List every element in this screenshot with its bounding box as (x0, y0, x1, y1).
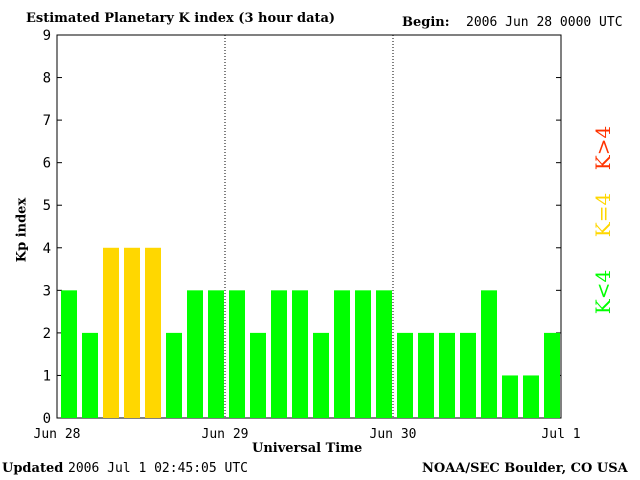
x-tick-label: Jun 29 (202, 427, 249, 442)
kp-bar (313, 332, 329, 418)
plot-frame (56, 34, 562, 419)
kp-bar (124, 247, 140, 418)
updated-value: 2006 Jul 1 02:45:05 UTC (68, 461, 249, 476)
begin-label: Begin: (402, 15, 450, 30)
kp-bar (208, 290, 224, 418)
kp-bar (460, 332, 476, 418)
y-tick-label: 5 (43, 198, 51, 214)
x-tick-label: Jun 30 (370, 427, 417, 442)
kp-bar (502, 375, 518, 418)
x-tick-label: Jul 1 (541, 427, 580, 442)
y-tick-label: 2 (43, 326, 51, 342)
kp-bar (376, 290, 392, 418)
kp-bar (271, 290, 287, 418)
y-tick-label: 4 (43, 241, 51, 257)
kp-bar (187, 290, 203, 418)
begin-value: 2006 Jun 28 0000 UTC (466, 15, 623, 30)
y-tick-label: 1 (43, 368, 51, 384)
y-tick-label: 0 (43, 411, 51, 427)
kp-bar (292, 290, 308, 418)
kp-bar (334, 290, 350, 418)
kp-bar (229, 290, 245, 418)
kp-bar (82, 332, 98, 418)
kp-bar (250, 332, 266, 418)
kp-bar (145, 247, 161, 418)
source-credit: NOAA/SEC Boulder, CO USA (422, 461, 628, 476)
kp-bar (103, 247, 119, 418)
kp-bar (397, 332, 413, 418)
y-tick-label: 7 (43, 113, 51, 129)
y-tick-label: 6 (43, 156, 51, 172)
y-tick-label: 9 (43, 28, 51, 44)
kp-bar (439, 332, 455, 418)
kp-bar (418, 332, 434, 418)
kp-bar (481, 290, 497, 418)
kp-bar (355, 290, 371, 418)
x-axis-label: Universal Time (252, 441, 363, 456)
chart-title: Estimated Planetary K index (3 hour data… (26, 11, 336, 26)
kp-bar (523, 375, 539, 418)
y-tick-label: 3 (43, 283, 51, 299)
x-tick-label: Jun 28 (34, 427, 81, 442)
kp-bar (544, 332, 560, 418)
y-tick-label: 8 (43, 71, 51, 87)
updated-label: Updated (2, 461, 64, 476)
kp-bar (166, 332, 182, 418)
kp-bar (61, 290, 77, 418)
